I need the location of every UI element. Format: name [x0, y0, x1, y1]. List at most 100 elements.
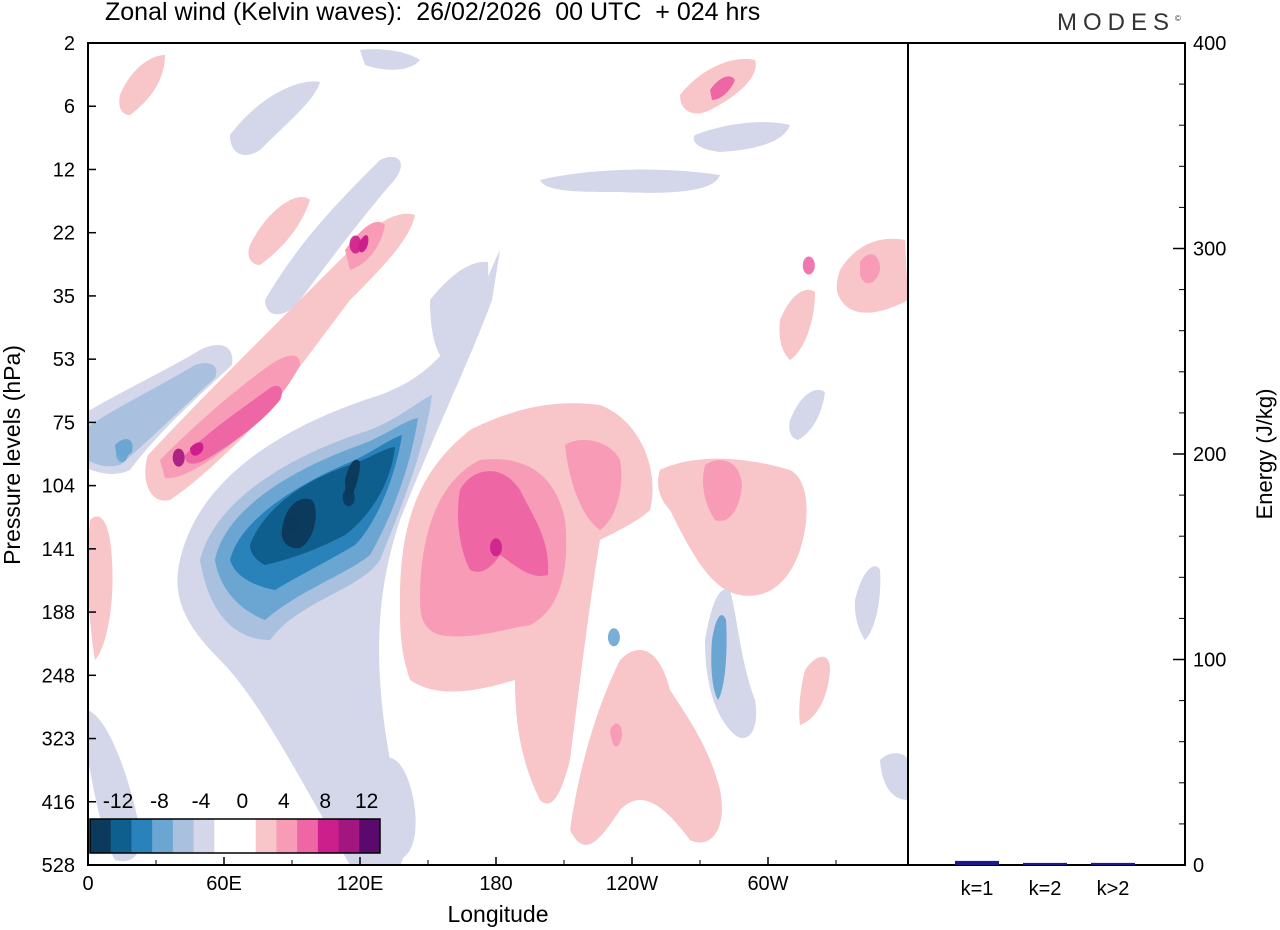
colorbar-swatch — [131, 819, 153, 853]
y-tick-label: 35 — [53, 286, 75, 308]
wind-contour-31 — [230, 81, 320, 155]
y-tick-label: 53 — [53, 349, 75, 371]
colorbar-swatch — [276, 819, 298, 853]
wind-contour-41 — [854, 566, 881, 640]
brand-logo: MODES© — [1057, 9, 1181, 37]
wind-contour-20 — [570, 650, 722, 845]
wind-contour-42 — [880, 753, 908, 800]
energy-bar-k=1 — [955, 860, 999, 865]
wind-contour-12 — [185, 385, 282, 464]
x-tick-label: 120W — [606, 873, 658, 895]
wind-contour-37 — [248, 197, 310, 265]
colorbar-swatch — [193, 819, 215, 853]
energy-category-label: k=1 — [961, 878, 994, 900]
x-tick-label: 180 — [479, 873, 512, 895]
x-tick-label: 120E — [337, 873, 384, 895]
y-axis-label: Pressure levels (hPa) — [0, 345, 25, 565]
y-tick-label: 104 — [42, 476, 75, 498]
wind-contour-40 — [789, 389, 825, 440]
feature-negative-wing-west — [116, 444, 128, 463]
colorbar-label: 12 — [355, 790, 378, 813]
colorbar-label: -12 — [103, 790, 133, 813]
colorbar-swatch — [235, 819, 257, 853]
y-tick-label: 248 — [42, 665, 75, 687]
energy-category-label: k=2 — [1029, 878, 1062, 900]
feature-negative-spot — [607, 628, 620, 647]
energy-bar-k=2 — [1023, 862, 1067, 865]
feature-positive-broad-upper — [490, 538, 502, 557]
y-tick-label: 12 — [53, 159, 75, 181]
brand-text: MODES — [1057, 9, 1176, 36]
chart-title: Zonal wind (Kelvin waves): 26/02/2026 00… — [105, 0, 761, 26]
colorbar-label: 0 — [237, 790, 249, 813]
energy-tick-label: 200 — [1193, 444, 1226, 466]
wind-contour-30 — [693, 122, 790, 152]
y-tick-label: 22 — [53, 223, 75, 245]
colorbar-swatch — [152, 819, 174, 853]
feature-strong-negative-core — [286, 514, 298, 533]
y-tick-label: 75 — [53, 412, 75, 434]
colorbar-label: 8 — [319, 790, 331, 813]
y-tick-label: 141 — [42, 539, 75, 561]
energy-axis-label: Energy (J/kg) — [1252, 389, 1277, 520]
y-tick-label: 2 — [64, 33, 75, 55]
energy-tick-label: 400 — [1193, 33, 1226, 55]
wind-contour-38 — [265, 156, 401, 315]
wind-contour-22 — [658, 458, 807, 596]
colorbar-label: -4 — [192, 790, 211, 813]
wind-contour-25 — [711, 615, 727, 700]
feature-positive-core-stratosphere — [349, 235, 362, 254]
colorbar-swatch — [255, 819, 277, 853]
wind-contour-36 — [379, 757, 416, 860]
wind-contour-44 — [799, 656, 830, 725]
colorbar-swatch — [172, 819, 195, 853]
x-axis-label: Longitude — [447, 901, 548, 927]
wind-contour-5 — [281, 498, 316, 549]
energy-bar-k>2 — [1091, 862, 1135, 865]
x-tick-label: 60E — [206, 873, 242, 895]
y-tick-label: 188 — [42, 602, 75, 624]
colorbar-swatch — [297, 819, 319, 853]
colorbar-swatch — [110, 819, 132, 853]
wind-contour-33 — [360, 49, 420, 70]
brand-mark: © — [1175, 14, 1181, 23]
colorbar-swatch — [214, 819, 236, 853]
bar-panel-frame — [907, 42, 1186, 866]
x-tick-label: 60W — [747, 873, 788, 895]
colorbar-swatch — [90, 819, 112, 853]
y-tick-label: 6 — [64, 96, 75, 118]
energy-category-label: k>2 — [1097, 878, 1130, 900]
wind-contour-8 — [88, 363, 217, 467]
wind-contour-34 — [88, 516, 113, 660]
colorbar-swatch — [338, 819, 360, 853]
wind-contour-23 — [703, 460, 742, 521]
wind-contour-27 — [860, 254, 880, 284]
feature-positive-east — [802, 256, 815, 275]
feature-negative-core-east — [342, 488, 355, 507]
energy-tick-label: 100 — [1193, 650, 1226, 672]
colorbar-swatch — [359, 819, 381, 853]
y-tick-label: 323 — [42, 729, 75, 751]
y-tick-label: 416 — [42, 792, 75, 814]
colorbar-frame — [89, 818, 381, 854]
colorbar-label: 4 — [278, 790, 290, 813]
wind-contour-19 — [458, 471, 549, 576]
wind-contour-21 — [610, 723, 622, 747]
wind-contour-39 — [540, 169, 720, 193]
heatmap-field — [88, 49, 908, 865]
wind-contour-13 — [190, 442, 204, 456]
colorbar-label: -8 — [150, 790, 169, 813]
colorbar: -12 -8 -4 0 4 8 12 — [89, 790, 381, 854]
wind-contour-29 — [710, 76, 735, 100]
energy-bar-panel: 0 100 200 300 400 Energy (J/kg) k=1 k=2 k>2 — [955, 33, 1277, 900]
energy-tick-label: 0 — [1193, 855, 1204, 877]
colorbar-swatch — [317, 819, 340, 853]
x-tick-label: 0 — [82, 873, 93, 895]
wind-contour-32 — [119, 55, 165, 115]
energy-tick-label: 300 — [1193, 239, 1226, 261]
y-tick-label: 528 — [42, 855, 75, 877]
wind-contour-45 — [430, 261, 489, 366]
wind-contour-43 — [779, 289, 815, 360]
